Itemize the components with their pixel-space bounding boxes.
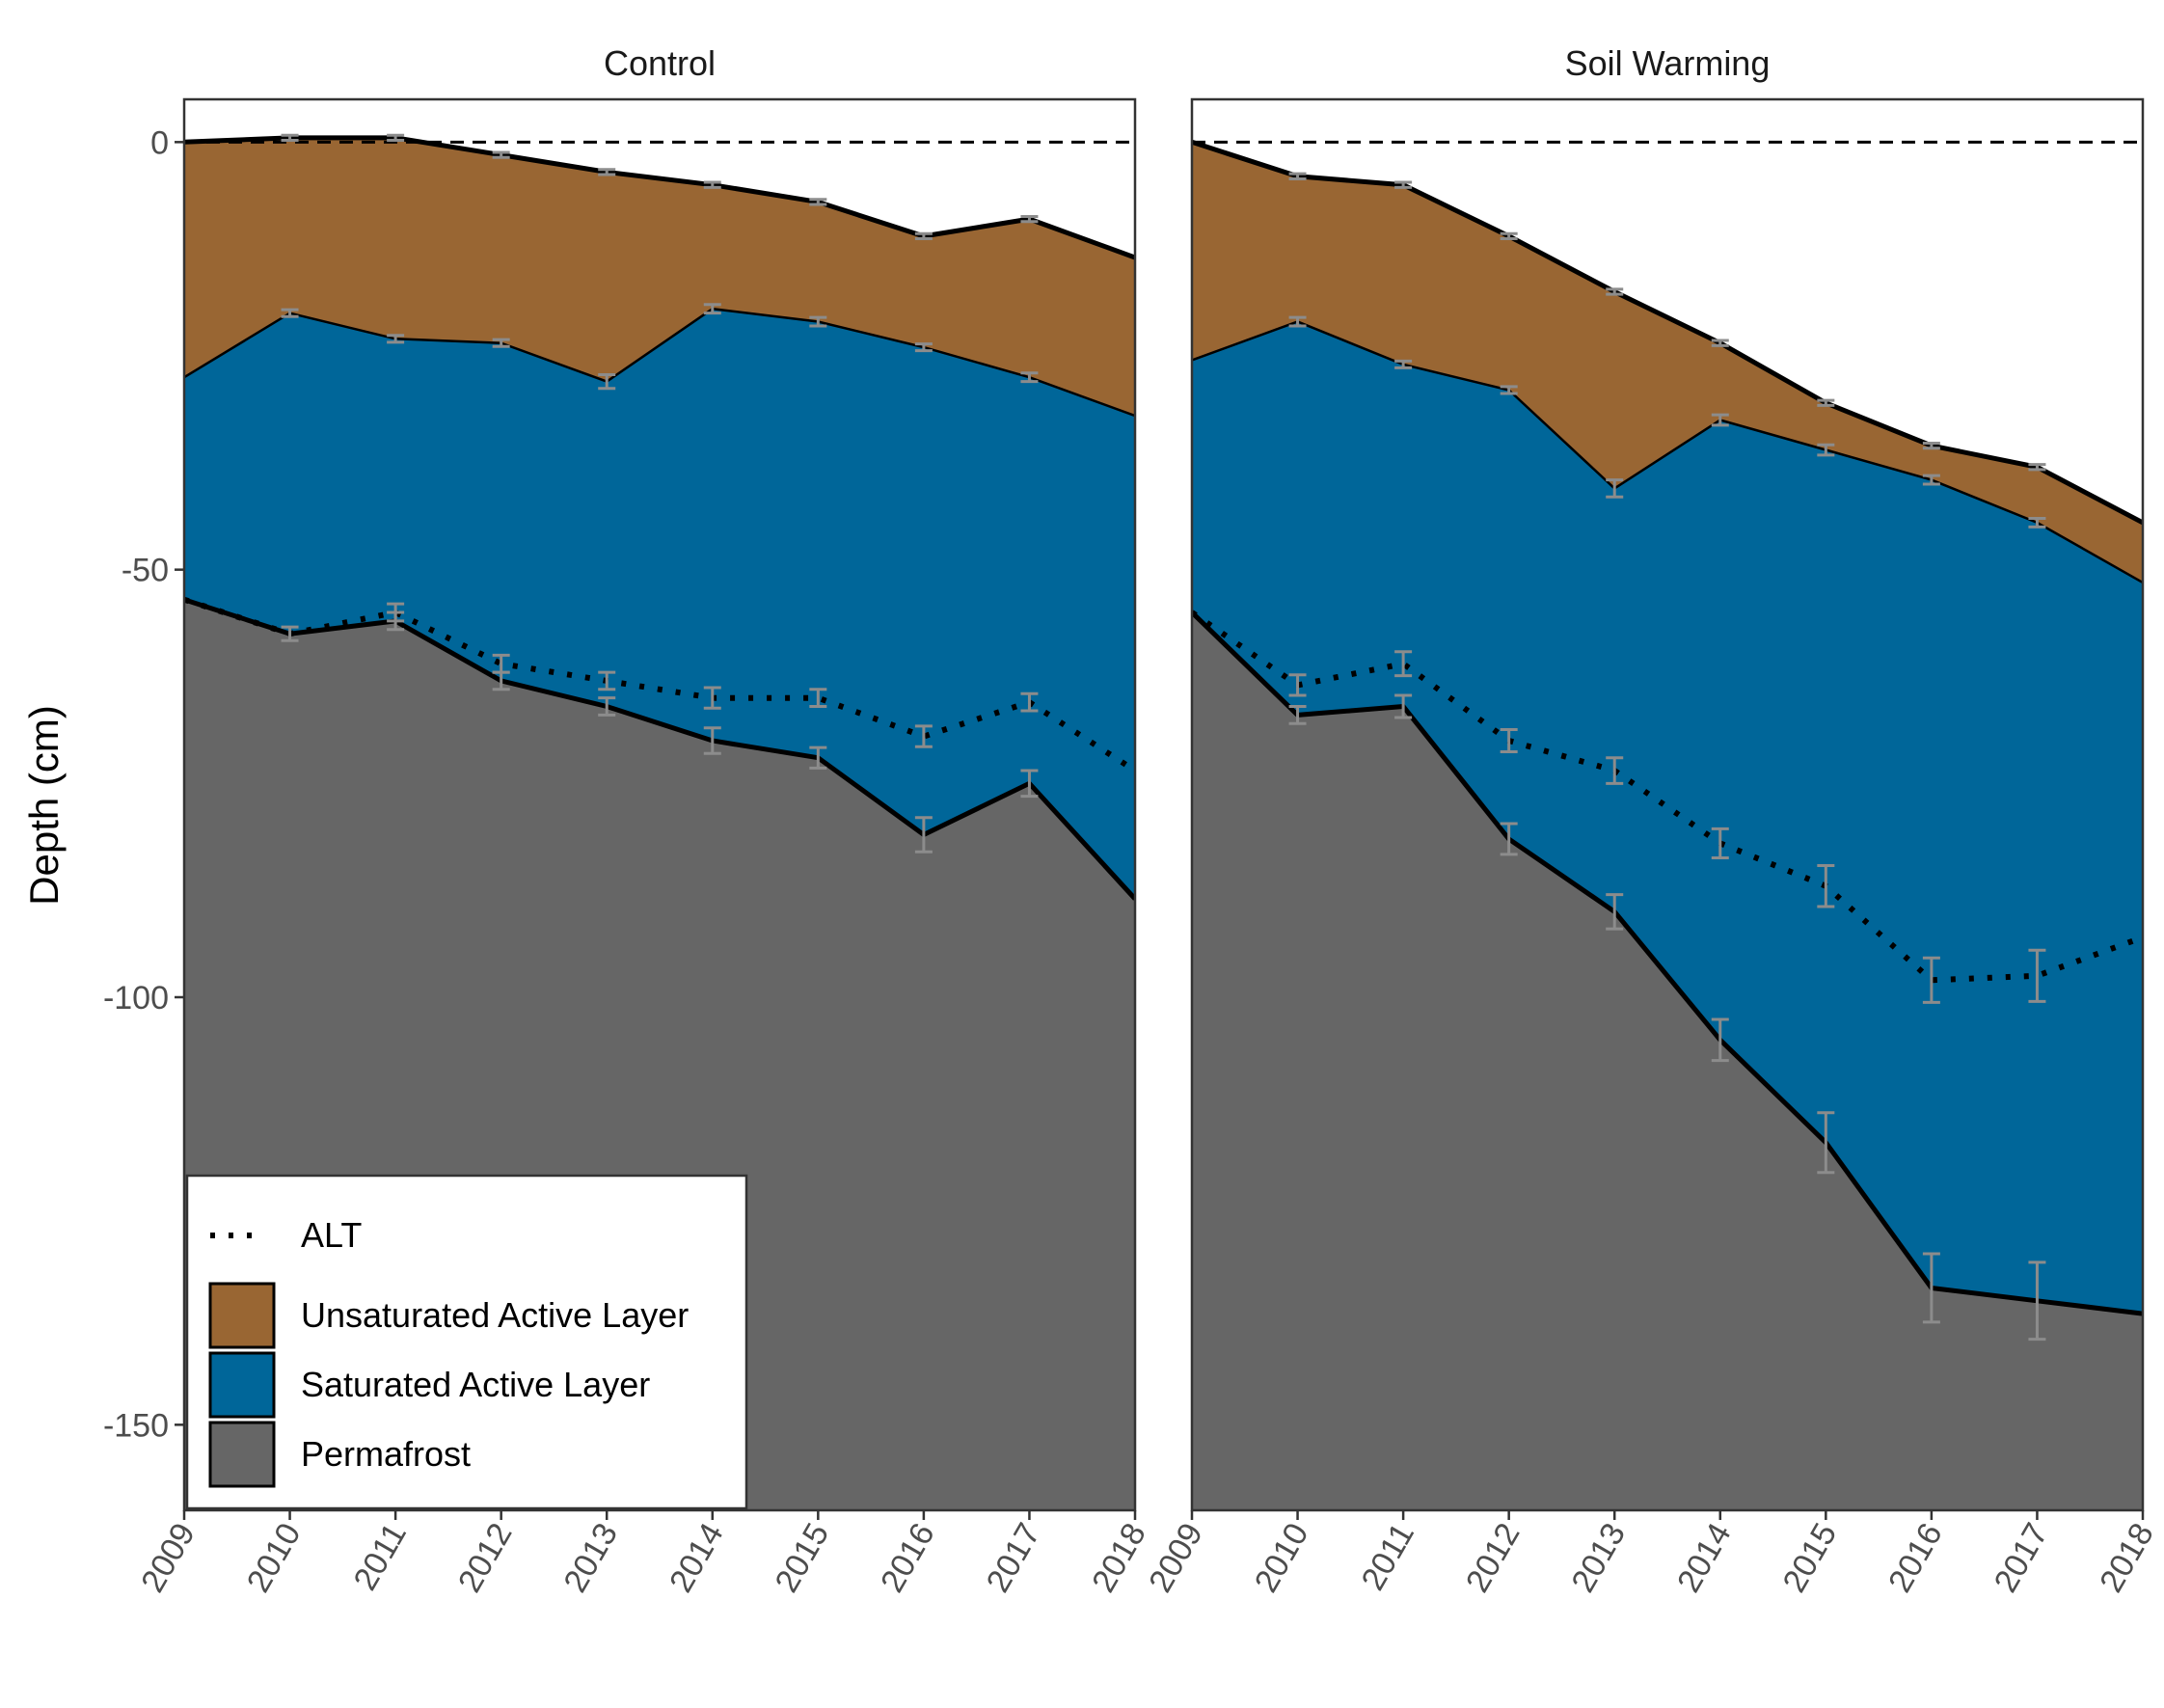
y-tick-label: -50 bbox=[122, 553, 169, 589]
x-tick-label: 2014 bbox=[1670, 1517, 1739, 1599]
line-thaw-depth bbox=[184, 597, 1135, 901]
x-tick-label: 2016 bbox=[1881, 1517, 1950, 1599]
line-water-table bbox=[1192, 320, 2143, 584]
x-tick-label: 2018 bbox=[1085, 1517, 1153, 1599]
x-tick-label: 2012 bbox=[1459, 1517, 1528, 1599]
legend-box bbox=[185, 1174, 748, 1510]
y-tick-label: -150 bbox=[103, 1407, 169, 1444]
legend-label-unsaturated: Unsaturated Active Layer bbox=[301, 1295, 689, 1335]
x-tick-label: 2013 bbox=[556, 1517, 625, 1599]
y-tick-label: -100 bbox=[103, 980, 169, 1017]
area-unsaturated bbox=[1192, 142, 2143, 583]
line-water-table bbox=[184, 307, 1135, 418]
x-tick-label: 2015 bbox=[1776, 1517, 1845, 1599]
area-saturated bbox=[184, 309, 1135, 899]
area-saturated bbox=[1192, 321, 2143, 1315]
line-thaw-depth bbox=[1192, 610, 2143, 1316]
legend-label-saturated: Saturated Active Layer bbox=[301, 1365, 650, 1404]
x-tick-label: 2014 bbox=[663, 1517, 731, 1599]
x-tick-label: 2010 bbox=[240, 1517, 309, 1599]
legend-label-alt: ALT bbox=[301, 1215, 362, 1255]
area-permafrost bbox=[1192, 612, 2143, 1510]
x-tick-label: 2010 bbox=[1248, 1517, 1316, 1599]
y-tick-label: 0 bbox=[150, 124, 169, 161]
x-tick-label: 2011 bbox=[1355, 1517, 1421, 1596]
panel-border bbox=[182, 97, 1137, 1512]
line-surface bbox=[184, 135, 1135, 260]
legend-key-saturated bbox=[208, 1351, 276, 1419]
legend-key-permafrost bbox=[208, 1421, 276, 1488]
x-tick-label: 2016 bbox=[874, 1517, 942, 1599]
panels: Control 0 -50 -100 -150 2009 2010 2011 2012 2013 2… bbox=[103, 43, 2161, 1599]
x-tick-label: 2017 bbox=[1988, 1517, 2056, 1599]
x-tick-label: 2018 bbox=[2093, 1517, 2161, 1599]
x-tick-label: 2009 bbox=[134, 1517, 203, 1599]
x-tick-label: 2017 bbox=[980, 1517, 1048, 1599]
line-surface bbox=[1192, 139, 2143, 526]
area-unsaturated bbox=[184, 137, 1135, 417]
panel-1: Soil Warming 2009 2010 2011 2012 2013 2014 2015… bbox=[1142, 43, 2161, 1599]
panel-title: Soil Warming bbox=[1565, 43, 1771, 83]
x-tick-label: 2013 bbox=[1564, 1517, 1633, 1599]
plot-area bbox=[1192, 139, 2143, 1510]
x-tick-label: 2015 bbox=[769, 1517, 837, 1599]
x-tick-label: 2009 bbox=[1142, 1517, 1210, 1599]
x-tick-label: 2011 bbox=[347, 1517, 414, 1596]
legend-key-unsaturated bbox=[208, 1282, 276, 1349]
y-axis-label: Depth (cm) bbox=[21, 705, 67, 906]
line-alt bbox=[184, 596, 1135, 773]
panel-border bbox=[1190, 97, 2145, 1512]
legend: ALT Unsaturated Active Layer Saturated Act… bbox=[185, 1174, 748, 1510]
panel-title: Control bbox=[604, 43, 716, 83]
legend-label-permafrost: Permafrost bbox=[301, 1434, 471, 1474]
x-tick-label: 2012 bbox=[451, 1517, 520, 1599]
